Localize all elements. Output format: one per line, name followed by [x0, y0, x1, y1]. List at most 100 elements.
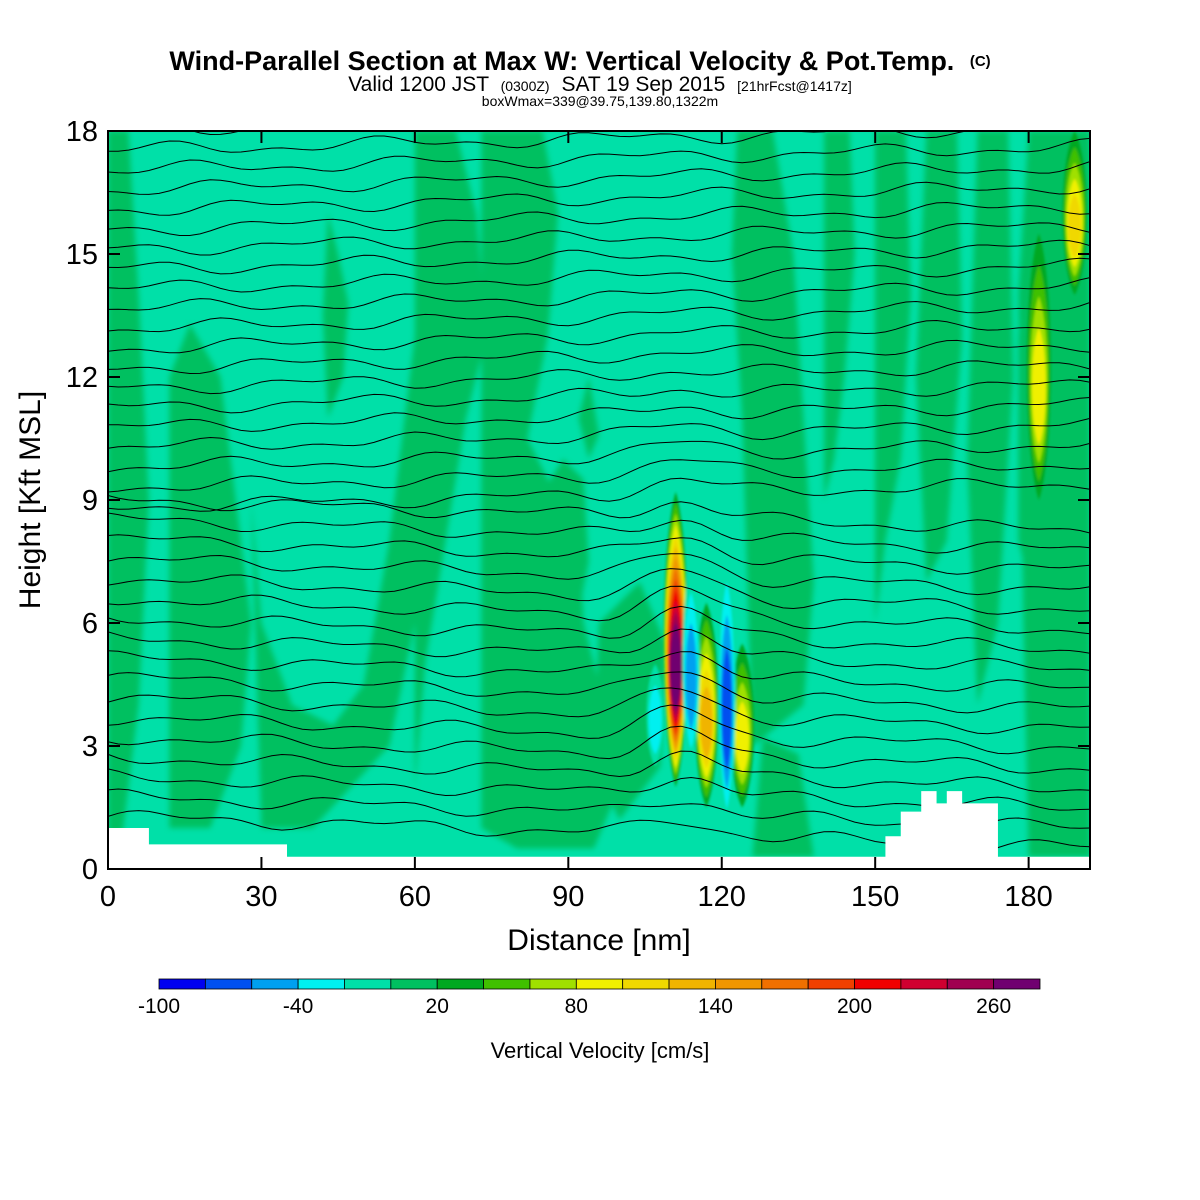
x-axis-title: Distance [nm] — [507, 924, 690, 957]
y-tick-label: 0 — [82, 854, 98, 886]
updraft-band — [916, 131, 963, 582]
isentrope-line — [108, 477, 1090, 512]
isentrope-line — [108, 277, 1090, 311]
x-tick-label: 90 — [552, 881, 584, 913]
isentrope-line — [108, 181, 1090, 216]
isentrope-line — [108, 137, 1090, 174]
colorbar-label: 20 — [426, 995, 449, 1018]
updraft-band — [593, 582, 666, 820]
isentrope-line — [108, 725, 1090, 774]
colorbar-swatch — [158, 978, 206, 990]
isentrope-line — [108, 300, 1090, 333]
updraft-cell — [1031, 327, 1046, 446]
colorbar-title: Vertical Velocity [cm/s] — [491, 1038, 710, 1063]
updraft-band — [251, 336, 436, 828]
isentrope-line — [108, 671, 1090, 714]
colorbar-label: 80 — [565, 995, 588, 1018]
isentrope-line — [108, 605, 1090, 654]
colorbar-label: 200 — [837, 995, 872, 1018]
x-axis: 0 30 60 90 120 150 180 — [100, 131, 1053, 913]
isentrope-line — [108, 650, 1090, 692]
colorbar-swatch — [807, 978, 855, 990]
isentrope-line — [108, 585, 1090, 635]
isentrope-line — [108, 339, 1090, 375]
y-tick-label: 6 — [82, 608, 98, 640]
y-tick-label: 15 — [66, 239, 98, 271]
isentrope-line — [108, 161, 1090, 195]
downdraft-cell — [685, 623, 697, 731]
y-axis-title: Height [Kft MSL] — [14, 391, 47, 609]
updraft-band — [967, 131, 1014, 705]
y-axis: 0 3 6 9 12 15 18 — [66, 116, 1090, 886]
isentrope-line — [108, 495, 1090, 534]
colorbar-label: -100 — [138, 995, 180, 1018]
updraft-band — [752, 737, 814, 857]
isentrope-line — [108, 750, 1090, 793]
colorbar — [158, 978, 1041, 990]
isentrope-line — [108, 628, 1090, 671]
valid-date: SAT 19 Sep 2015 — [561, 73, 725, 96]
box-wmax-info: boxWmax=339@39.75,139.80,1322m — [482, 93, 718, 109]
isentrope-line — [108, 397, 1090, 432]
colorbar-swatch — [390, 978, 438, 990]
chart-title: Wind-Parallel Section at Max W: Vertical… — [169, 46, 990, 76]
isentrope-line — [108, 131, 971, 153]
updraft-band — [322, 213, 349, 418]
isentrope-line — [108, 360, 1090, 395]
colorbar-swatch — [251, 978, 299, 990]
updraft-band — [537, 459, 589, 664]
colorbar-labels: -100 -40 20 80 140 200 260 — [138, 995, 1011, 1018]
y-tick-label: 3 — [82, 731, 98, 763]
colorbar-swatch — [297, 978, 345, 990]
colorbar-swatch — [483, 978, 531, 990]
colorbar-swatch — [900, 978, 948, 990]
isentrope-line — [108, 319, 1090, 354]
colorbar-swatch — [946, 978, 995, 990]
x-tick-label: 180 — [1004, 881, 1052, 913]
colorbar-swatch — [715, 978, 763, 990]
updraft-cell — [735, 701, 750, 774]
colorbar-swatch — [622, 978, 670, 990]
x-tick-label: 150 — [851, 881, 899, 913]
updraft-band — [875, 131, 911, 623]
potential-temperature-contours — [108, 131, 1090, 852]
colorbar-swatch — [436, 978, 484, 990]
isentrope-line — [108, 417, 1090, 450]
chart-title-text: Wind-Parallel Section at Max W: Vertical… — [169, 46, 954, 76]
colorbar-swatch — [761, 978, 809, 990]
updraft-band — [578, 377, 599, 459]
colorbar-swatch — [204, 978, 253, 990]
colorbar-swatch — [993, 978, 1041, 990]
isentrope-line — [108, 458, 1090, 493]
updraft-band — [414, 131, 487, 787]
x-tick-label: 0 — [100, 881, 116, 913]
isentrope-line — [108, 512, 1090, 554]
updraft-cell — [700, 686, 713, 759]
colorbar-label: 140 — [698, 995, 733, 1018]
x-tick-label: 60 — [399, 881, 431, 913]
valid-time: Valid 1200 JST — [348, 73, 489, 96]
isentrope-line — [108, 704, 1090, 755]
colorbar-label: -40 — [283, 995, 313, 1018]
convective-cells — [646, 131, 1087, 828]
colorbar-swatch — [668, 978, 716, 990]
colorbar-swatch — [575, 978, 624, 990]
isentrope-line — [108, 568, 1090, 615]
isentrope-line — [108, 440, 1090, 473]
isentrope-line — [108, 379, 1090, 414]
colorbar-swatch — [854, 978, 902, 990]
copyright-mark: (C) — [970, 53, 991, 70]
isentrope-line — [108, 553, 1090, 596]
colorbar-swatch — [344, 978, 392, 990]
colorbar-swatch — [529, 978, 577, 990]
utc-time: (0300Z) — [501, 78, 550, 94]
y-tick-label: 18 — [66, 116, 98, 148]
chart-subtitle: Valid 1200 JST (0300Z) SAT 19 Sep 2015 [… — [348, 73, 852, 96]
isentrope-line — [108, 239, 1090, 275]
isentrope-line — [108, 257, 1090, 293]
isentrope-line — [108, 534, 1090, 575]
isentrope-line — [108, 687, 1090, 735]
y-tick-label: 12 — [66, 362, 98, 394]
isentrope-line — [108, 201, 1090, 236]
downdraft-cell — [721, 647, 732, 771]
